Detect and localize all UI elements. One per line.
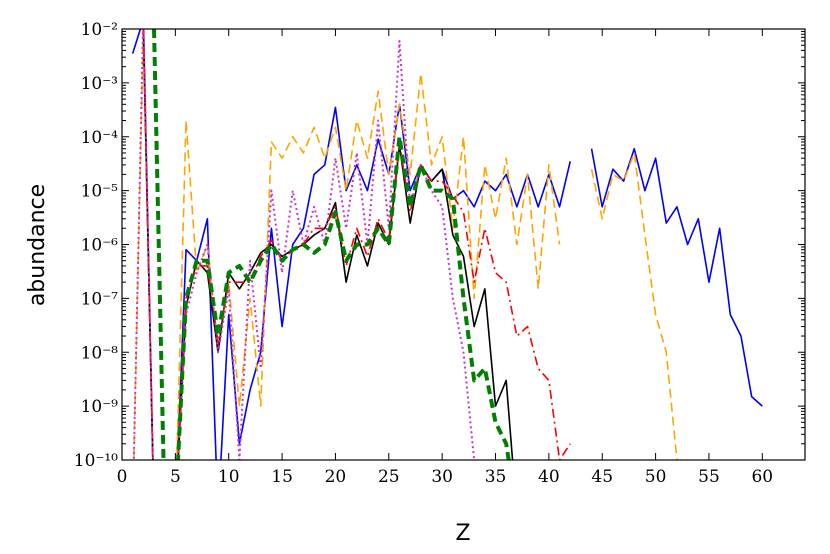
x-tick-label: 35 [485,467,507,487]
x-tick-label: 15 [271,467,293,487]
x-axis-label: Z [455,521,470,546]
series-line [132,29,476,460]
y-tick-label: 10⁻³ [81,74,118,94]
x-tick-label: 55 [698,467,720,487]
y-tick-label: 10⁻⁴ [81,128,119,148]
series-line [142,29,514,460]
x-tick-label: 10 [218,467,240,487]
x-tick-label: 30 [431,467,453,487]
x-tick-label: 50 [645,467,667,487]
x-tick-label: 20 [325,467,347,487]
y-tick-label: 10⁻² [81,20,118,40]
x-tick-label: 0 [117,467,128,487]
y-tick-label: 10⁻⁷ [81,289,119,309]
y-tick-label: 10⁻⁹ [81,397,119,417]
x-tick-label: 40 [538,467,560,487]
y-axis-label: abundance [25,184,50,306]
y-tick-label: 10⁻⁵ [81,182,119,202]
y-tick-label: 10⁻⁶ [81,236,119,256]
x-tick-label: 5 [170,467,181,487]
y-tick-label: 10⁻⁸ [81,343,119,363]
series-line [131,29,763,460]
plot-area [131,29,763,460]
x-tick-label: 25 [378,467,400,487]
x-tick-label: 45 [591,467,613,487]
y-tick-label: 10⁻¹⁰ [74,451,118,471]
series-line [152,29,511,460]
x-tick-label: 60 [751,467,773,487]
